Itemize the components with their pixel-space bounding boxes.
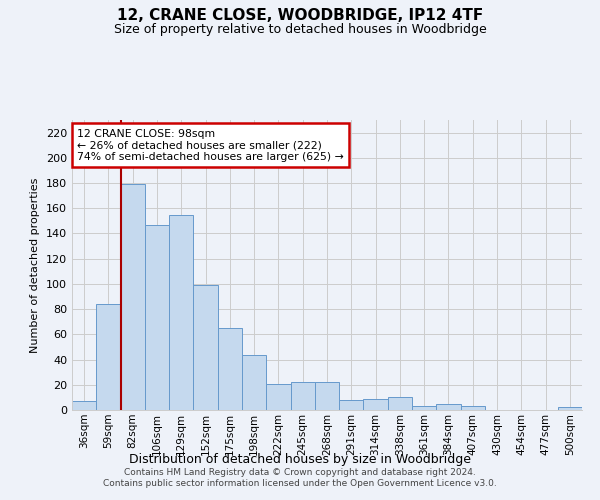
Text: Contains HM Land Registry data © Crown copyright and database right 2024.
Contai: Contains HM Land Registry data © Crown c…: [103, 468, 497, 487]
Text: 12 CRANE CLOSE: 98sqm
← 26% of detached houses are smaller (222)
74% of semi-det: 12 CRANE CLOSE: 98sqm ← 26% of detached …: [77, 128, 344, 162]
Bar: [169, 214, 193, 410]
Bar: [412, 406, 436, 410]
Bar: [218, 328, 242, 410]
Text: 12, CRANE CLOSE, WOODBRIDGE, IP12 4TF: 12, CRANE CLOSE, WOODBRIDGE, IP12 4TF: [117, 8, 483, 22]
Bar: [145, 224, 169, 410]
Y-axis label: Number of detached properties: Number of detached properties: [31, 178, 40, 352]
Bar: [339, 400, 364, 410]
Text: Distribution of detached houses by size in Woodbridge: Distribution of detached houses by size …: [129, 452, 471, 466]
Bar: [388, 398, 412, 410]
Bar: [72, 401, 96, 410]
Bar: [242, 354, 266, 410]
Bar: [364, 398, 388, 410]
Bar: [290, 382, 315, 410]
Bar: [121, 184, 145, 410]
Bar: [461, 406, 485, 410]
Bar: [436, 404, 461, 410]
Text: Size of property relative to detached houses in Woodbridge: Size of property relative to detached ho…: [113, 22, 487, 36]
Bar: [266, 384, 290, 410]
Bar: [193, 285, 218, 410]
Bar: [558, 408, 582, 410]
Bar: [315, 382, 339, 410]
Bar: [96, 304, 121, 410]
